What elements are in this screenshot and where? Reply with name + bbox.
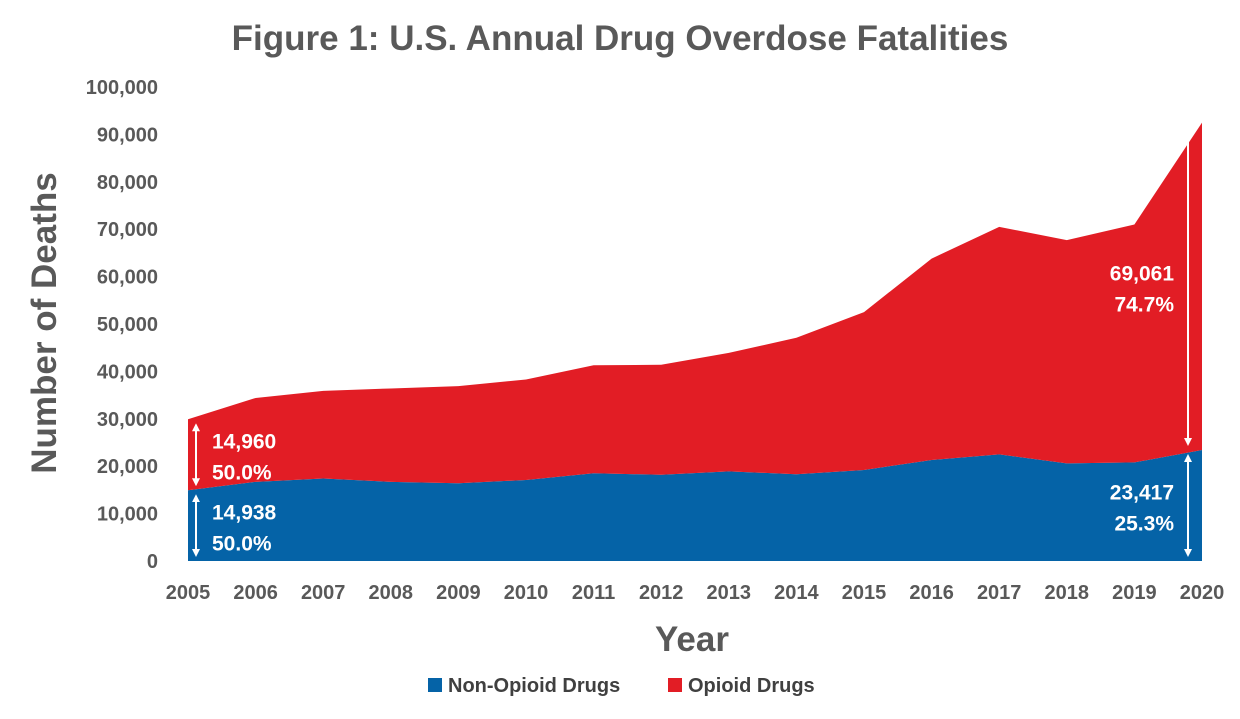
- area-layer: [188, 122, 1202, 561]
- annotation-percent: 50.0%: [212, 533, 272, 556]
- y-tick-label: 0: [147, 551, 158, 573]
- legend-swatch: [668, 678, 682, 692]
- area-non-opioid: [188, 450, 1202, 561]
- x-tick-label: 2016: [909, 582, 954, 604]
- x-tick-label: 2015: [842, 582, 887, 604]
- y-tick-label: 20,000: [97, 456, 158, 478]
- x-tick-label: 2017: [977, 582, 1022, 604]
- annotation-value: 23,417: [1110, 482, 1174, 505]
- annotation-value: 69,061: [1110, 262, 1175, 285]
- x-tick-label: 2014: [774, 582, 819, 604]
- x-tick-label: 2011: [572, 582, 615, 604]
- y-tick-label: 10,000: [97, 504, 158, 526]
- x-tick-label: 2012: [639, 582, 684, 604]
- y-tick-label: 80,000: [97, 172, 158, 194]
- x-axis: 2005 2006 2007 2008 2009 2010 2011 2012 2013 2014…: [166, 582, 1225, 604]
- area-opioid: [188, 122, 1202, 491]
- x-tick-label: 2005: [166, 582, 211, 604]
- y-axis-title: Number of Deaths: [25, 172, 64, 473]
- annotation-value: 14,938: [212, 502, 277, 525]
- annotation-value: 14,960: [212, 431, 276, 454]
- y-tick-label: 40,000: [97, 361, 158, 383]
- chart-title: Figure 1: U.S. Annual Drug Overdose Fata…: [232, 19, 1009, 58]
- x-tick-label: 2009: [436, 582, 481, 604]
- y-tick-label: 60,000: [97, 267, 158, 289]
- legend-swatch: [428, 678, 442, 692]
- x-tick-label: 2007: [301, 582, 346, 604]
- annotation-layer: 14,960 50.0% 14,938 50.0% 69,061 74.7% 23,417 2…: [192, 126, 1192, 557]
- x-tick-label: 2020: [1180, 582, 1225, 604]
- y-tick-label: 100,000: [86, 77, 158, 99]
- x-tick-label: 2019: [1112, 582, 1157, 604]
- x-tick-label: 2006: [233, 582, 278, 604]
- y-tick-label: 90,000: [97, 124, 158, 146]
- x-axis-title: Year: [655, 620, 729, 659]
- legend: Non-Opioid Drugs Opioid Drugs: [428, 675, 815, 697]
- y-tick-label: 30,000: [97, 409, 158, 431]
- x-tick-label: 2013: [707, 582, 752, 604]
- x-tick-label: 2010: [504, 582, 549, 604]
- y-tick-label: 70,000: [97, 219, 158, 241]
- legend-label: Non-Opioid Drugs: [448, 675, 620, 697]
- annotation-percent: 74.7%: [1114, 293, 1174, 316]
- annotation-percent: 25.3%: [1114, 513, 1174, 536]
- legend-label: Opioid Drugs: [688, 675, 815, 697]
- annotation-percent: 50.0%: [212, 462, 272, 485]
- x-tick-label: 2008: [369, 582, 414, 604]
- x-tick-label: 2018: [1045, 582, 1090, 604]
- y-tick-label: 50,000: [97, 314, 158, 336]
- y-axis: 0 10,000 20,000 30,000 40,000 50,000 60,000 70,…: [86, 77, 158, 573]
